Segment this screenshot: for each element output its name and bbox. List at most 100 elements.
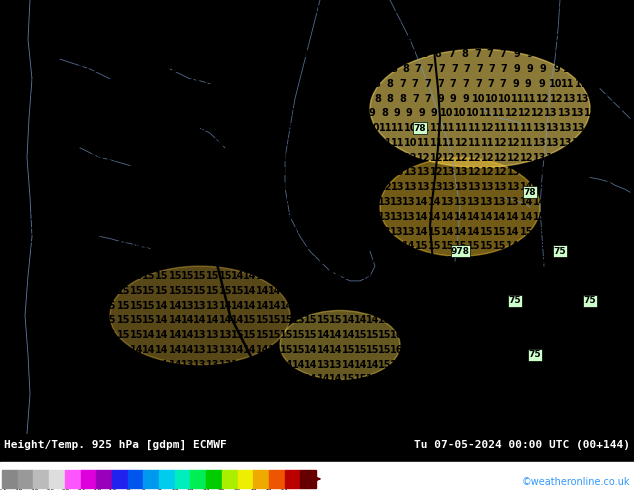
Text: 11: 11 — [367, 138, 381, 148]
Text: 8: 8 — [359, 49, 365, 59]
Text: 18: 18 — [559, 286, 573, 296]
Ellipse shape — [110, 266, 290, 365]
Text: 14: 14 — [131, 138, 145, 148]
Text: 8: 8 — [349, 79, 356, 89]
Text: 17: 17 — [415, 330, 429, 340]
Text: 14: 14 — [391, 242, 404, 251]
Text: 15: 15 — [586, 123, 600, 133]
Text: 14: 14 — [243, 360, 257, 369]
Text: 17: 17 — [559, 271, 573, 281]
Text: 9: 9 — [316, 64, 323, 74]
Text: 15: 15 — [243, 330, 257, 340]
Text: 14: 14 — [268, 242, 281, 251]
Text: 13: 13 — [258, 123, 272, 133]
Text: 13: 13 — [156, 182, 170, 192]
Text: 14: 14 — [181, 330, 195, 340]
Text: 14: 14 — [317, 271, 331, 281]
Text: 11: 11 — [590, 64, 604, 74]
Text: Tu 07-05-2024 00:00 UTC (00+144): Tu 07-05-2024 00:00 UTC (00+144) — [414, 440, 630, 450]
Text: 7: 7 — [489, 64, 495, 74]
Text: 15: 15 — [0, 360, 12, 369]
Text: 13: 13 — [13, 123, 27, 133]
Text: 15: 15 — [45, 226, 59, 237]
Text: 14: 14 — [317, 286, 331, 296]
Text: 14: 14 — [142, 374, 156, 385]
Text: 15: 15 — [30, 286, 44, 296]
Text: 14: 14 — [155, 419, 169, 429]
Text: 11: 11 — [561, 79, 575, 89]
Text: 13: 13 — [507, 197, 520, 207]
Text: 13: 13 — [402, 197, 416, 207]
Text: 13: 13 — [343, 182, 357, 192]
Text: 14: 14 — [131, 153, 145, 163]
Text: 14: 14 — [76, 123, 90, 133]
Text: 14: 14 — [559, 153, 573, 163]
Text: 14: 14 — [183, 138, 197, 148]
Text: 12: 12 — [121, 79, 135, 89]
Text: 14: 14 — [317, 389, 331, 399]
Text: 17: 17 — [599, 226, 612, 237]
Text: 10: 10 — [168, 20, 182, 29]
Text: 19: 19 — [467, 374, 481, 385]
Text: 15: 15 — [60, 226, 74, 237]
Text: 14: 14 — [91, 123, 105, 133]
Text: 14: 14 — [304, 389, 318, 399]
Text: 7: 7 — [425, 79, 431, 89]
Text: 9: 9 — [316, 49, 323, 59]
Text: 9: 9 — [368, 108, 375, 119]
Text: 0: 0 — [141, 489, 145, 490]
Text: 10: 10 — [275, 5, 288, 15]
Text: 15: 15 — [402, 256, 416, 266]
Text: 14: 14 — [317, 212, 331, 222]
Text: 11: 11 — [253, 108, 267, 119]
Text: 13: 13 — [454, 197, 468, 207]
Text: 14: 14 — [317, 330, 331, 340]
Text: 15: 15 — [245, 168, 259, 177]
Text: 17: 17 — [454, 315, 468, 325]
Text: 15: 15 — [195, 153, 209, 163]
Text: 14: 14 — [208, 123, 222, 133]
Text: 17: 17 — [366, 419, 380, 429]
Text: 78: 78 — [524, 188, 536, 196]
Text: 18: 18 — [493, 360, 507, 369]
Text: 13: 13 — [480, 197, 494, 207]
Text: 18: 18 — [533, 315, 547, 325]
Text: 16: 16 — [208, 168, 222, 177]
Text: 10: 10 — [245, 5, 259, 15]
Text: 15: 15 — [243, 212, 257, 222]
Text: 12: 12 — [330, 153, 344, 163]
Text: 17: 17 — [354, 404, 368, 414]
Text: 15: 15 — [219, 404, 233, 414]
Text: 16: 16 — [599, 168, 612, 177]
Text: 14: 14 — [304, 404, 318, 414]
Text: 14: 14 — [89, 419, 103, 429]
Text: 15: 15 — [103, 226, 117, 237]
Text: 15: 15 — [30, 360, 44, 369]
Text: 13: 13 — [13, 94, 27, 103]
Text: 13: 13 — [391, 226, 404, 237]
Text: 8: 8 — [372, 49, 378, 59]
Text: 18: 18 — [366, 404, 380, 414]
Text: 17: 17 — [480, 330, 494, 340]
Text: 14: 14 — [280, 300, 294, 311]
Text: 14: 14 — [46, 168, 60, 177]
Text: 9: 9 — [458, 20, 465, 29]
Text: 14: 14 — [342, 360, 356, 369]
Text: 14: 14 — [74, 374, 87, 385]
Text: 15: 15 — [89, 330, 103, 340]
Text: 12: 12 — [63, 64, 77, 74]
Text: 13: 13 — [378, 242, 392, 251]
Text: 9: 9 — [437, 94, 444, 103]
Text: 14: 14 — [294, 182, 307, 192]
Text: 9: 9 — [302, 49, 308, 59]
Text: 15: 15 — [533, 226, 547, 237]
Text: 15: 15 — [103, 256, 117, 266]
Text: 14: 14 — [256, 345, 269, 355]
Text: 14: 14 — [103, 374, 117, 385]
Text: 14: 14 — [329, 345, 343, 355]
Text: 12: 12 — [294, 138, 307, 148]
Text: 15: 15 — [130, 256, 144, 266]
Text: 8: 8 — [349, 94, 356, 103]
Text: 13: 13 — [31, 49, 45, 59]
Text: 11: 11 — [207, 64, 221, 74]
